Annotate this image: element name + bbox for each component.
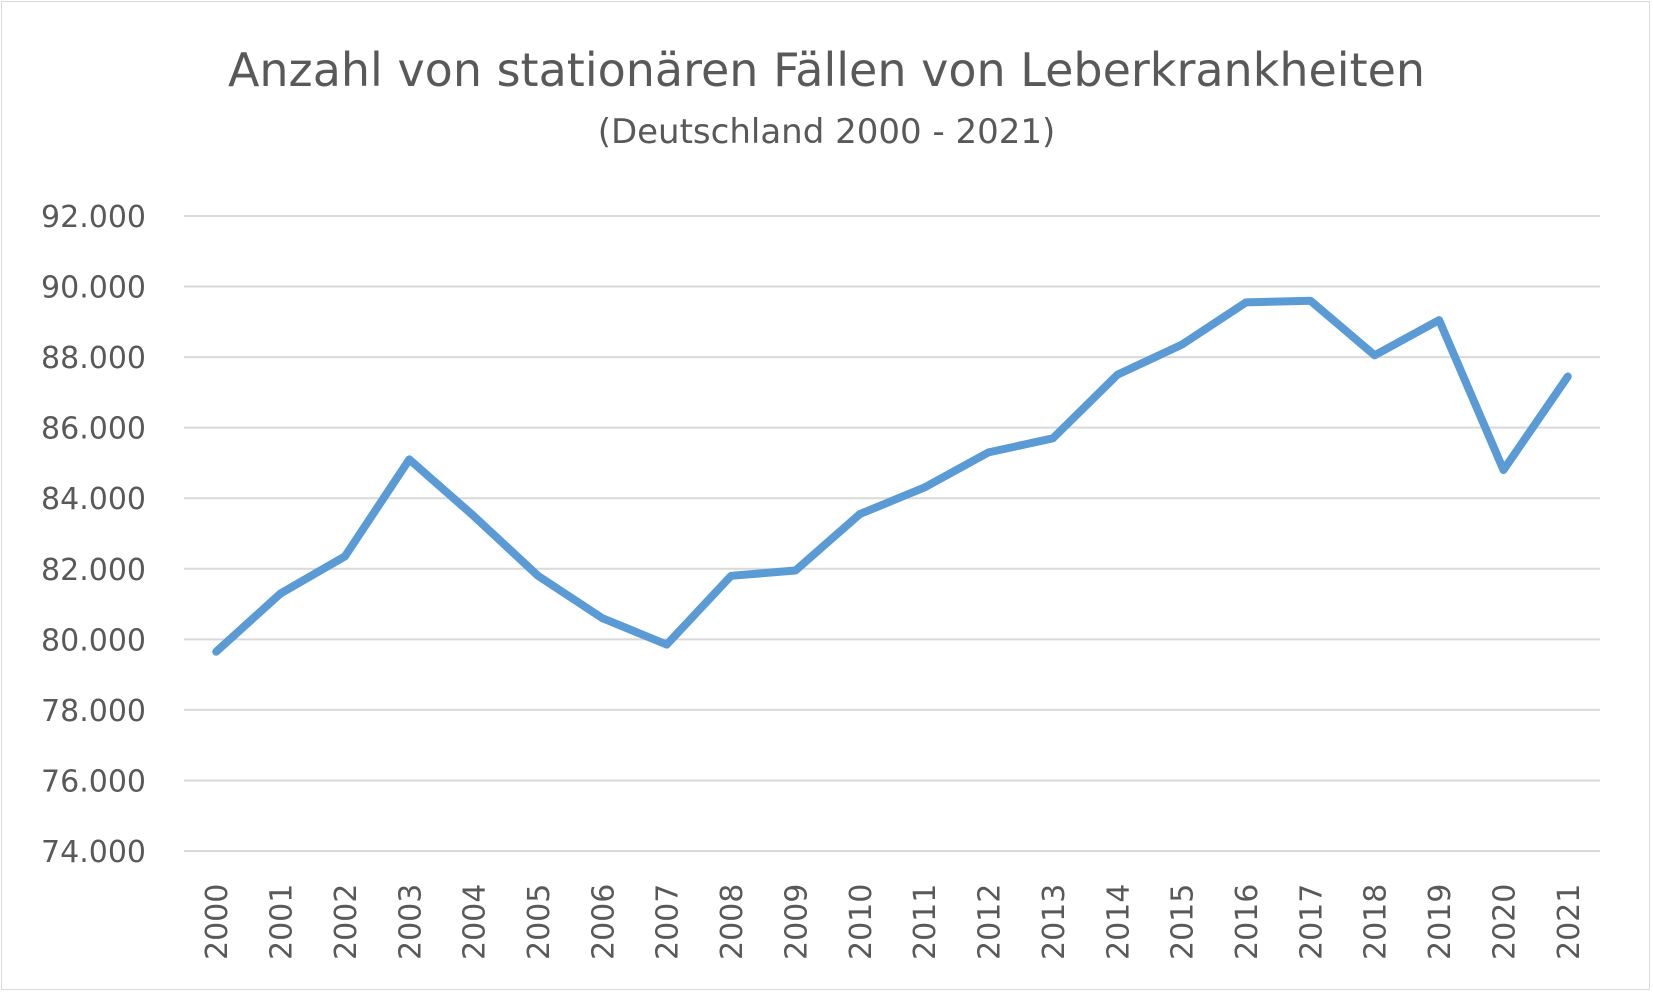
x-tick-label: 2018 — [1359, 884, 1394, 960]
data-point — [1052, 437, 1054, 439]
x-tick-label: 2008 — [715, 884, 750, 960]
data-point — [215, 651, 217, 653]
x-tick-label: 2009 — [779, 884, 814, 960]
data-point — [1181, 344, 1183, 346]
series-line — [212, 296, 1572, 656]
x-tick-label: 2011 — [908, 884, 943, 960]
x-tick-label: 2016 — [1230, 884, 1265, 960]
x-tick-label: 2005 — [522, 884, 557, 960]
x-tick-label: 2007 — [651, 884, 686, 960]
y-tick-label: 74.000 — [41, 835, 146, 870]
data-point — [666, 644, 668, 646]
x-axis: 2000 2001 2002 2003 2004 2005 2006 2007 2008 2009… — [200, 884, 1587, 960]
y-tick-label: 92.000 — [41, 200, 146, 235]
data-point — [344, 555, 346, 557]
x-tick-label: 2006 — [586, 884, 621, 960]
data-point — [859, 513, 861, 515]
x-tick-label: 2012 — [973, 884, 1008, 960]
x-tick-label: 2004 — [458, 884, 493, 960]
x-tick-label: 2020 — [1487, 884, 1522, 960]
x-tick-label: 2003 — [393, 884, 428, 960]
data-point — [473, 515, 475, 517]
x-tick-label: 2014 — [1101, 884, 1136, 960]
data-point — [1116, 374, 1118, 376]
y-tick-label: 88.000 — [41, 341, 146, 376]
data-point — [1309, 300, 1311, 302]
x-tick-label: 2002 — [329, 884, 364, 960]
data-point — [1567, 376, 1569, 378]
y-tick-label: 78.000 — [41, 694, 146, 729]
chart-title: Anzahl von stationären Fällen von Leberk… — [227, 43, 1426, 97]
y-tick-label: 90.000 — [41, 271, 146, 306]
data-point — [1438, 319, 1440, 321]
chart-subtitle: (Deutschland 2000 - 2021) — [597, 112, 1056, 152]
y-tick-label: 80.000 — [41, 623, 146, 658]
data-point — [794, 570, 796, 572]
data-point — [923, 487, 925, 489]
y-tick-label: 86.000 — [41, 412, 146, 447]
y-tick-label: 82.000 — [41, 553, 146, 588]
data-point — [1502, 469, 1504, 471]
x-tick-label: 2017 — [1294, 884, 1329, 960]
data-point — [280, 592, 282, 594]
y-axis: 92.000 90.000 88.000 86.000 84.000 82.000 80.0… — [41, 200, 146, 870]
data-point — [1245, 301, 1247, 303]
data-point — [537, 575, 539, 577]
series-group — [212, 296, 1572, 656]
data-point — [408, 458, 410, 460]
data-point — [601, 617, 603, 619]
data-point — [730, 575, 732, 577]
x-tick-label: 2015 — [1166, 884, 1201, 960]
x-tick-label: 2019 — [1423, 884, 1458, 960]
x-tick-label: 2000 — [200, 884, 235, 960]
x-tick-label: 2021 — [1552, 884, 1587, 960]
y-tick-label: 76.000 — [41, 764, 146, 799]
data-point — [988, 451, 990, 453]
x-tick-label: 2001 — [265, 884, 300, 960]
y-tick-label: 84.000 — [41, 482, 146, 517]
gridlines — [184, 215, 1600, 852]
x-tick-label: 2013 — [1037, 884, 1072, 960]
data-point — [1374, 354, 1376, 356]
x-tick-label: 2010 — [844, 884, 879, 960]
